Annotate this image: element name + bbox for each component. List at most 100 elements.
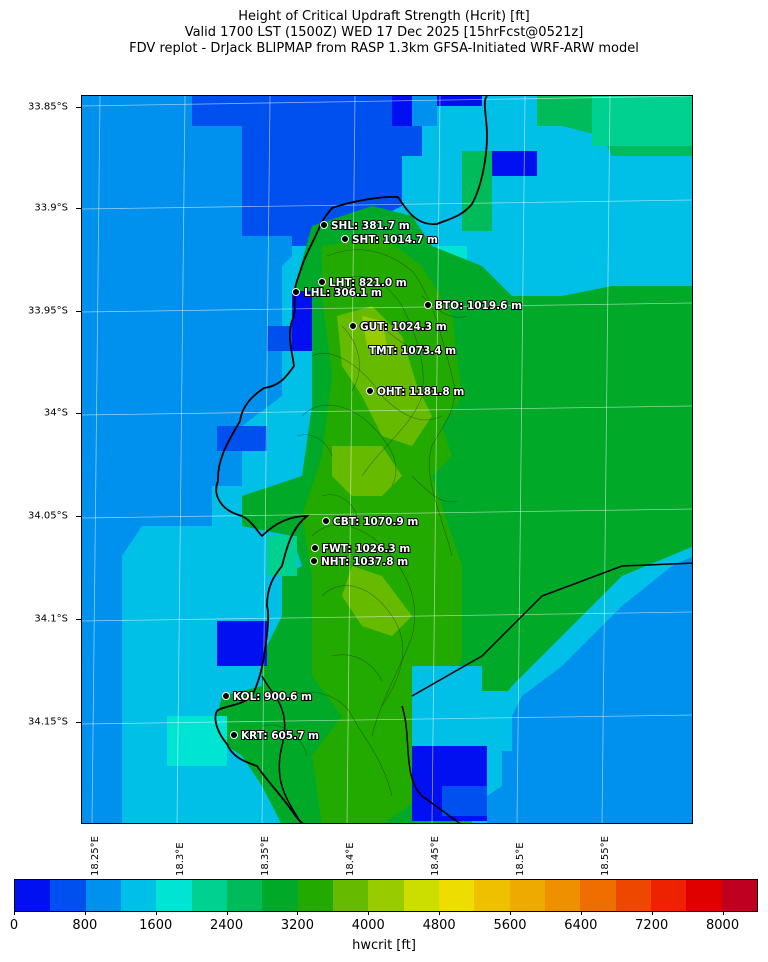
site-marker [341, 235, 349, 243]
site-label: NHT: 1037.8 m [321, 556, 408, 568]
colorbar-swatch [226, 880, 263, 911]
colorbar-swatch [509, 880, 545, 911]
colorbar-swatch [580, 880, 616, 911]
site-label: KRT: 605.7 m [241, 730, 319, 742]
field-cell [382, 96, 482, 126]
site-label: TMT: 1073.4 m [369, 345, 456, 357]
colorbar-tick-mark [155, 911, 157, 915]
lon-tick-label: 18.25°E [90, 836, 101, 876]
field-cell [167, 716, 227, 766]
site-label: GUT: 1024.3 m [360, 321, 447, 333]
colorbar-swatch [191, 880, 227, 911]
field-cell [362, 316, 387, 346]
lat-tick-label: 33.9°S [34, 202, 68, 214]
colorbar-tick-label: 8000 [706, 918, 740, 933]
site-marker [349, 322, 357, 330]
field-cell [267, 326, 292, 351]
lat-tick-label: 34.15°S [28, 716, 68, 728]
site-marker [322, 517, 330, 525]
colorbar-swatch [474, 880, 510, 911]
field-cell [442, 786, 487, 816]
colorbar-tick-label: 6400 [564, 918, 598, 933]
field-cell [412, 96, 437, 126]
lat-tick-mark [76, 107, 81, 108]
site-label: LHL: 306.1 m [304, 287, 382, 299]
colorbar-tick-mark [297, 911, 299, 915]
field-cell [217, 426, 267, 451]
site-label: BTO: 1019.6 m [435, 300, 522, 312]
colorbar-tick-mark [368, 911, 370, 915]
lat-tick-label: 34.1°S [34, 613, 68, 625]
site-marker [292, 288, 300, 296]
site-label: SHL: 381.7 m [331, 220, 410, 232]
colorbar-swatch [15, 880, 51, 911]
field-cell [332, 446, 402, 496]
colorbar-swatch [262, 880, 298, 911]
lat-tick-label: 34.05°S [28, 510, 68, 522]
lon-tick-label: 18.5°E [515, 842, 526, 876]
lon-tick-label: 18.35°E [260, 836, 271, 876]
site-label: OHT: 1181.8 m [377, 386, 464, 398]
colorbar-swatch [686, 880, 722, 911]
lon-tick-label: 18.4°E [345, 842, 356, 876]
colorbar-tick-label: 5600 [493, 918, 527, 933]
colorbar-swatch [50, 880, 86, 911]
site-label: LHT: 821.0 m [329, 277, 407, 289]
lat-tick-mark [76, 722, 81, 723]
field-cell [412, 691, 512, 751]
field-cell [592, 96, 692, 146]
site-marker [222, 692, 230, 700]
colorbar-tick-label: 1600 [139, 918, 173, 933]
colorbar-swatch [332, 880, 369, 911]
colorbar-tick-mark [84, 911, 86, 915]
chart-subtitle-valid: Valid 1700 LST (1500Z) WED 17 Dec 2025 [… [184, 25, 584, 40]
site-marker [310, 557, 318, 565]
colorbar-tick-label: 4000 [351, 918, 385, 933]
chart-subtitle-model: FDV replot - DrJack BLIPMAP from RASP 1.… [129, 41, 639, 56]
colorbar-tick-mark [722, 911, 724, 915]
colorbar-tick-label: 800 [72, 918, 98, 933]
lat-tick-mark [76, 619, 81, 620]
colorbar-swatch [156, 880, 192, 911]
colorbar [14, 879, 758, 912]
colorbar-tick-mark [580, 911, 582, 915]
field-cell [267, 536, 297, 576]
lat-tick-label: 33.95°S [28, 305, 68, 317]
colorbar-tick-label: 3200 [280, 918, 314, 933]
site-marker [311, 544, 319, 552]
colorbar-swatch [721, 880, 757, 911]
field-cell [337, 306, 432, 446]
colorbar-tick-label: 2400 [210, 918, 244, 933]
colorbar-label: hwcrit [ft] [352, 938, 416, 953]
colorbar-tick-mark [510, 911, 511, 915]
field-cell [487, 151, 537, 176]
colorbar-tick-mark [651, 911, 653, 915]
lon-tick-label: 18.3°E [175, 842, 186, 876]
site-label: KOL: 900.6 m [233, 691, 312, 703]
lon-tick-label: 18.45°E [430, 836, 441, 876]
colorbar-swatch [368, 880, 404, 911]
colorbar-tick-mark [439, 911, 441, 915]
site-label: FWT: 1026.3 m [322, 543, 410, 555]
chart-title: Height of Critical Updraft Strength (Hcr… [238, 9, 530, 24]
field-cell [487, 556, 692, 823]
lat-tick-mark [76, 413, 81, 414]
site-marker [320, 221, 328, 229]
colorbar-swatch [438, 880, 475, 911]
colorbar-tick-label: 4800 [422, 918, 456, 933]
colorbar-tick-mark [226, 911, 228, 915]
lat-tick-mark [76, 208, 81, 209]
field-cell [292, 291, 312, 351]
site-marker [318, 278, 326, 286]
colorbar-swatch [85, 880, 121, 911]
lon-tick-label: 18.55°E [600, 836, 611, 876]
colorbar-swatch [650, 880, 687, 911]
lat-tick-mark [76, 516, 81, 517]
colorbar-swatch [120, 880, 157, 911]
site-marker [230, 731, 238, 739]
site-marker [366, 387, 374, 395]
lat-tick-label: 33.85°S [28, 101, 68, 113]
colorbar-tick-mark [14, 911, 15, 915]
map-canvas: SHL: 381.7 m SHT: 1014.7 m LHT: 821.0 mLHL… [82, 96, 692, 823]
field-cell [342, 566, 412, 636]
